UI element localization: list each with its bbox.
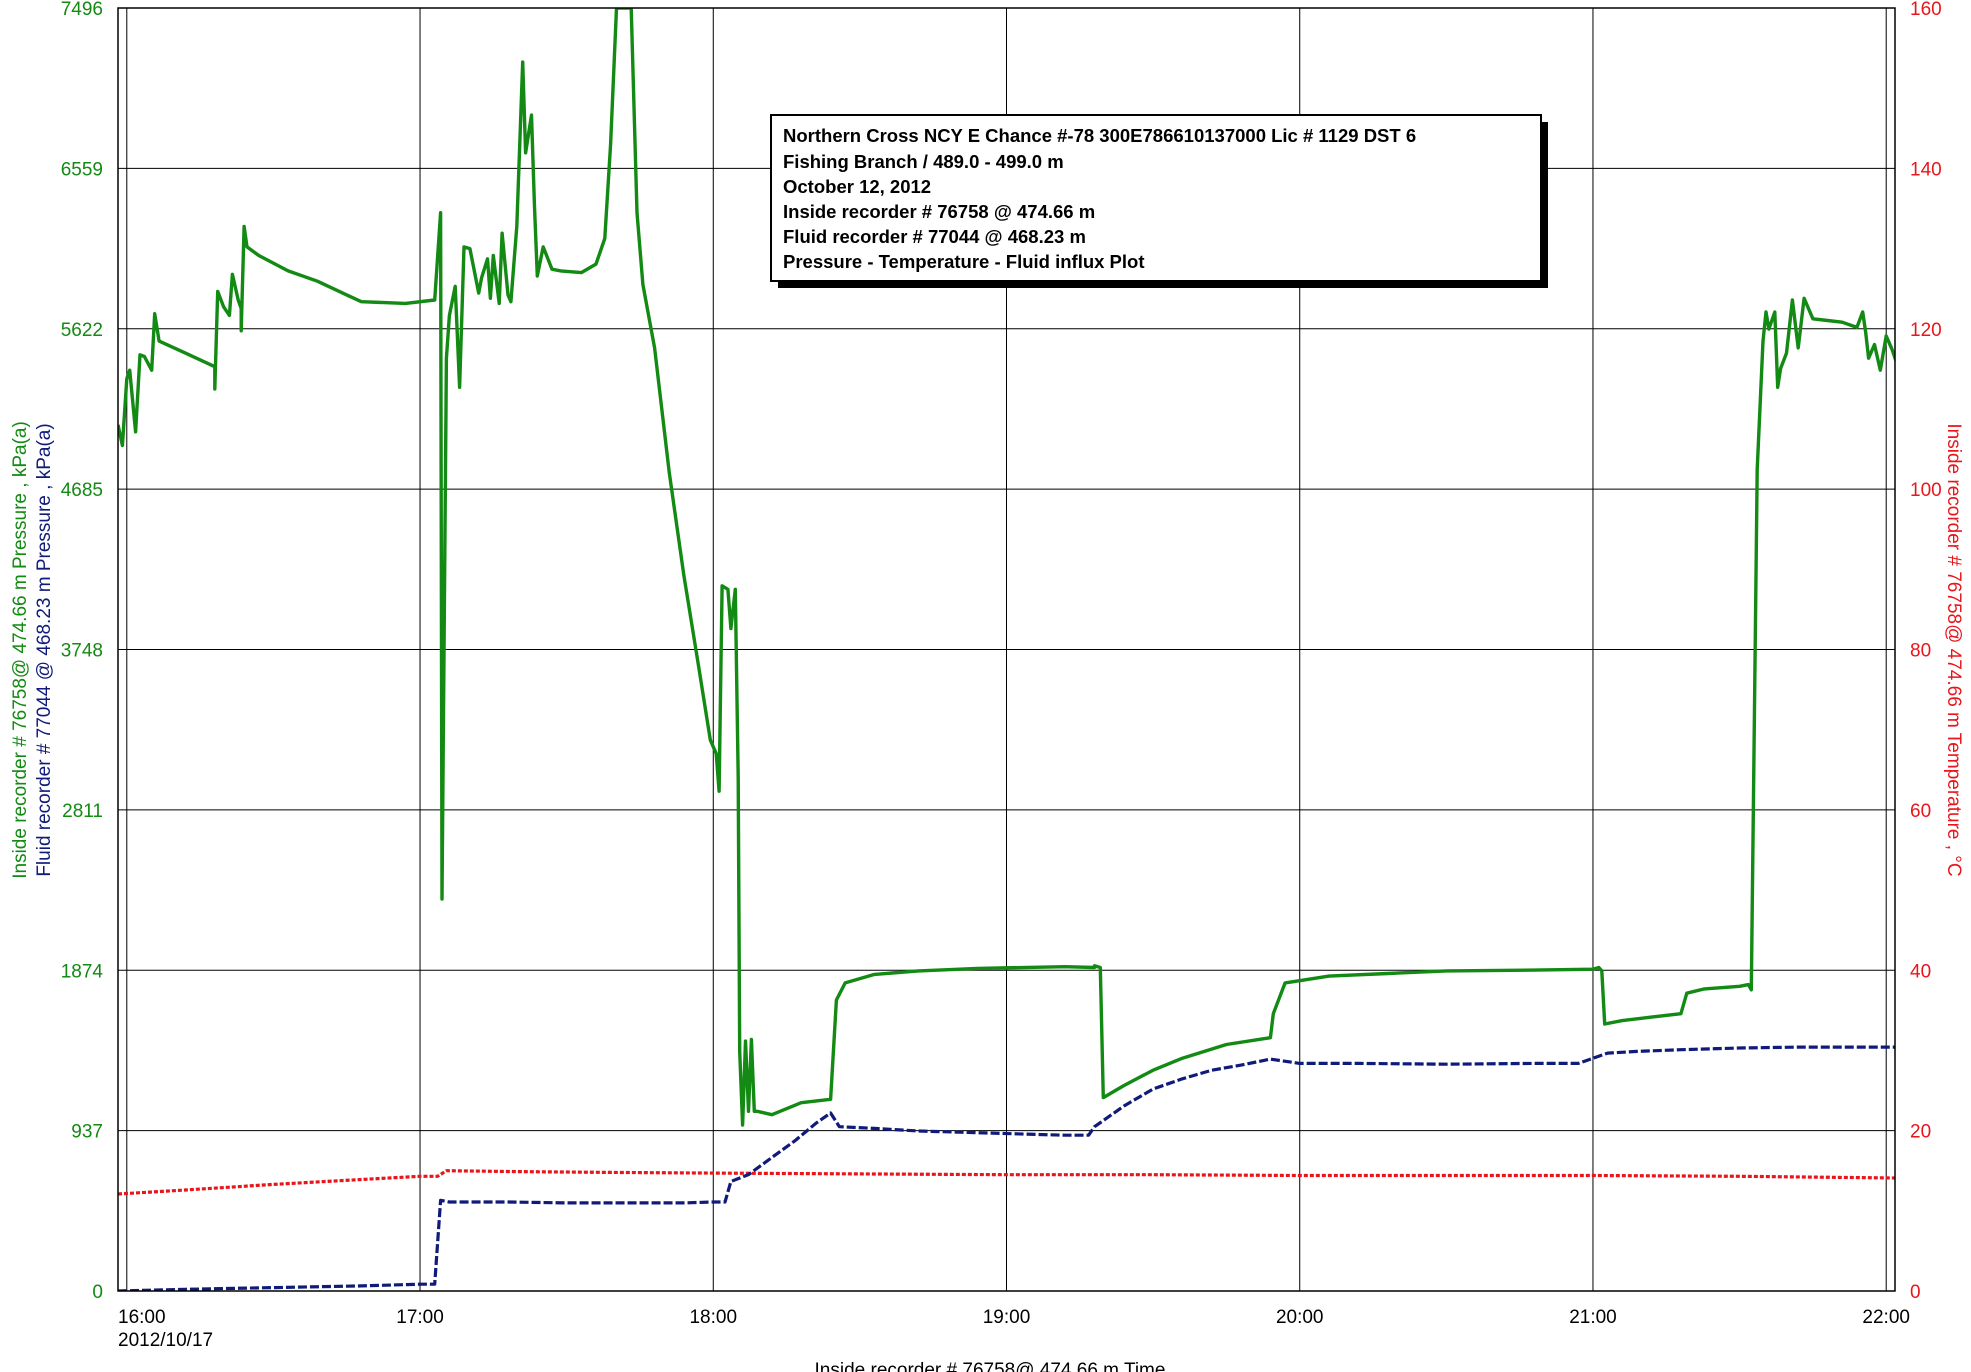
title-line-4: Inside recorder # 76758 @ 474.66 m bbox=[783, 201, 1095, 222]
left-tick-label: 1874 bbox=[61, 961, 104, 982]
right-tick-label: 160 bbox=[1910, 0, 1942, 20]
right-tick-label: 80 bbox=[1910, 641, 1931, 662]
left-tick-label: 2811 bbox=[62, 801, 103, 822]
x-tick-label: 22:00 bbox=[1862, 1307, 1910, 1328]
left-tick-label: 937 bbox=[71, 1122, 103, 1143]
right-tick-label: 40 bbox=[1910, 961, 1931, 982]
right-axis-title: Inside recorder # 76758@ 474.66 m Temper… bbox=[1943, 423, 1964, 876]
right-tick-label: 140 bbox=[1910, 159, 1942, 180]
series-layer bbox=[118, 8, 1895, 1291]
title-line-1: Northern Cross NCY E Chance #-78 300E786… bbox=[783, 125, 1416, 146]
x-tick-label: 18:00 bbox=[689, 1307, 737, 1328]
left-tick-label: 0 bbox=[92, 1282, 103, 1303]
plot-frame bbox=[117, 7, 1896, 1292]
title-box: Northern Cross NCY E Chance #-78 300E786… bbox=[770, 114, 1548, 288]
right-tick-label: 0 bbox=[1910, 1282, 1921, 1303]
x-axis-title: Inside recorder # 76758@ 474.66 m Time bbox=[815, 1360, 1166, 1372]
title-line-6: Pressure - Temperature - Fluid influx Pl… bbox=[783, 251, 1145, 272]
right-axis-ticks: 0 20 40 60 80 100 120 140 160 bbox=[1910, 0, 1942, 1303]
x-tick-label: 20:00 bbox=[1276, 1307, 1324, 1328]
right-tick-label: 60 bbox=[1910, 801, 1931, 822]
title-line-2: Fishing Branch / 489.0 - 499.0 m bbox=[783, 151, 1064, 172]
left-tick-label: 6559 bbox=[61, 159, 103, 180]
left-tick-label: 4685 bbox=[61, 480, 103, 501]
grid bbox=[118, 8, 1895, 1291]
x-tick-label: 16:00 bbox=[118, 1307, 166, 1328]
title-line-3: October 12, 2012 bbox=[783, 176, 931, 197]
left-axis-title-fluid: Fluid recorder # 77044 @ 468.23 m Pressu… bbox=[34, 423, 55, 876]
left-axis-ticks: 0 937 1874 2811 3748 4685 5622 6559 7496 bbox=[61, 0, 104, 1303]
x-tick-label: 17:00 bbox=[396, 1307, 444, 1328]
title-box-frame bbox=[770, 114, 1542, 282]
left-axis-title-inside: Inside recorder # 76758@ 474.66 m Pressu… bbox=[10, 421, 31, 879]
right-tick-label: 20 bbox=[1910, 1122, 1931, 1143]
right-tick-label: 100 bbox=[1910, 480, 1942, 501]
right-tick-label: 120 bbox=[1910, 320, 1942, 341]
x-tick-label: 21:00 bbox=[1569, 1307, 1617, 1328]
x-start-date-label: 2012/10/17 bbox=[118, 1330, 213, 1351]
left-tick-label: 7496 bbox=[61, 0, 103, 20]
x-tick-label: 19:00 bbox=[983, 1307, 1031, 1328]
title-line-5: Fluid recorder # 77044 @ 468.23 m bbox=[783, 226, 1086, 247]
x-axis-ticks: 16:00 17:00 18:00 19:00 20:00 21:00 22:00 bbox=[118, 1307, 1910, 1328]
series-line-inside-pressure bbox=[118, 8, 1895, 1127]
left-tick-label: 5622 bbox=[61, 320, 103, 341]
series-line-fluid-pressure bbox=[118, 1045, 1895, 1291]
left-tick-label: 3748 bbox=[61, 641, 103, 662]
series-line-temperature bbox=[118, 1169, 1895, 1196]
